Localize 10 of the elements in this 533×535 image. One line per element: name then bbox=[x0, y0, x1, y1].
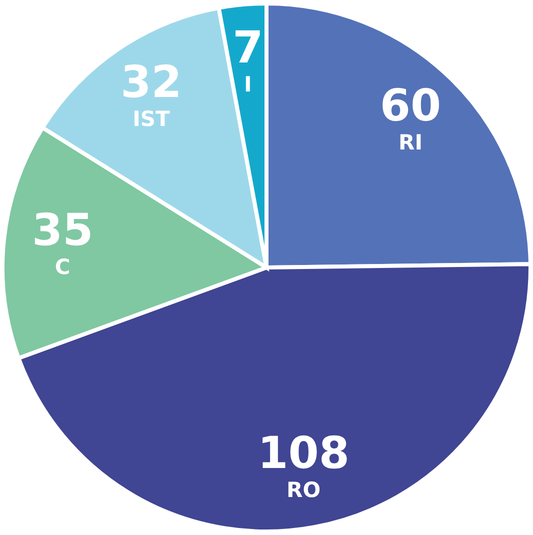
slice-label: RI bbox=[398, 130, 423, 155]
data-label: 108 bbox=[258, 428, 350, 480]
slice-label: C bbox=[54, 255, 70, 280]
data-label: 32 bbox=[120, 56, 182, 108]
data-label: 35 bbox=[32, 205, 94, 256]
data-label: 7 bbox=[232, 22, 264, 74]
slice-label: RO bbox=[286, 478, 321, 502]
slice-label: IST bbox=[132, 106, 171, 131]
data-label: 60 bbox=[380, 80, 442, 132]
slice-label: I bbox=[244, 72, 252, 96]
